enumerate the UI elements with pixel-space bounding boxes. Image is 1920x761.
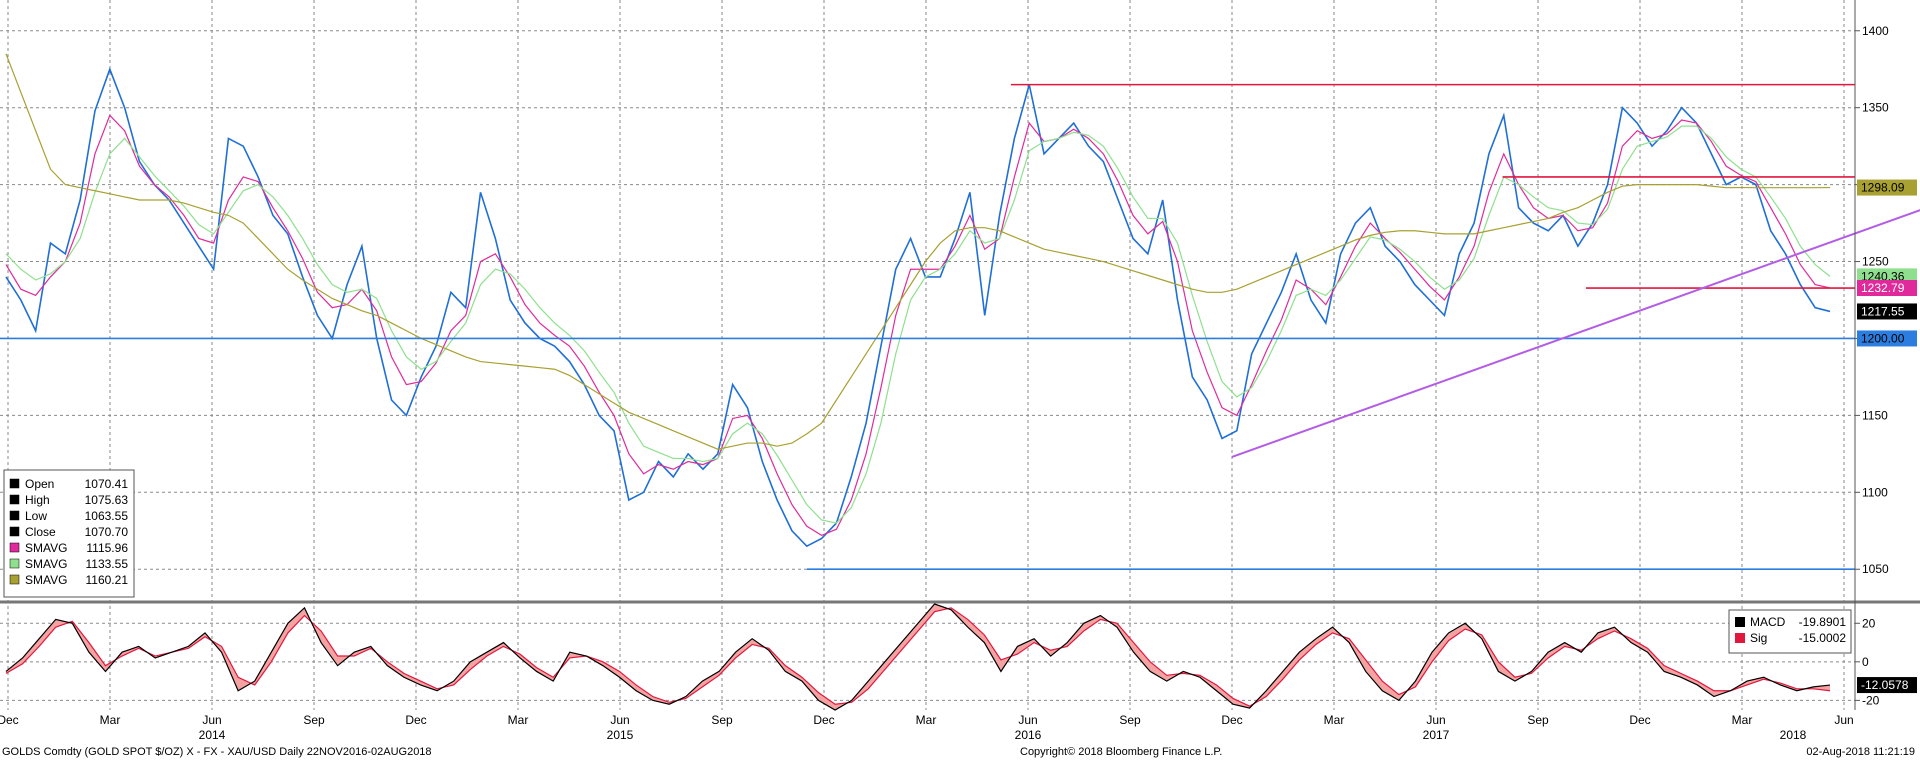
x-month-label: Jun bbox=[610, 713, 629, 727]
y-tick-label: 1400 bbox=[1862, 24, 1889, 38]
x-year-label: 2014 bbox=[199, 728, 226, 742]
x-year-label: 2016 bbox=[1015, 728, 1042, 742]
legend-swatch bbox=[9, 526, 20, 537]
legend-swatch bbox=[9, 494, 20, 505]
x-month-label: Mar bbox=[1732, 713, 1753, 727]
macd-line bbox=[5, 603, 1831, 711]
legend-swatch bbox=[9, 542, 20, 553]
macd-legend-value: -19.8901 bbox=[1799, 615, 1847, 629]
macd-legend-swatch bbox=[1735, 617, 1745, 627]
smavg-line-1 bbox=[5, 114, 1831, 537]
smavg-line-2 bbox=[5, 125, 1831, 524]
y-tick-label: 1050 bbox=[1862, 562, 1889, 576]
legend-value: 1070.70 bbox=[85, 525, 129, 539]
x-month-label: Jun bbox=[202, 713, 221, 727]
legend-items: Open 1070.41 High 1075.63 Low 1063.55 Close 107… bbox=[9, 477, 129, 587]
y-tick-label: 1350 bbox=[1862, 101, 1889, 115]
y-tick-label: 1150 bbox=[1862, 408, 1888, 422]
support-trendline bbox=[1231, 209, 1920, 458]
x-year-label: 2017 bbox=[1423, 728, 1450, 742]
price-tag-label: 1232.79 bbox=[1861, 281, 1905, 295]
macd-histogram-fill bbox=[6, 604, 1830, 710]
price-tag-bg bbox=[1857, 303, 1917, 320]
legend-swatch bbox=[9, 510, 20, 521]
legend-label: Close bbox=[25, 525, 56, 539]
y-tick-label: 1250 bbox=[1862, 255, 1889, 269]
y-tick-label: 1100 bbox=[1862, 485, 1888, 499]
legend-swatch bbox=[9, 558, 20, 569]
main-grid bbox=[0, 0, 1855, 710]
x-month-label: Sep bbox=[711, 713, 733, 727]
price-tag-label: 1217.55 bbox=[1861, 304, 1905, 318]
x-month-label: Jun bbox=[1426, 713, 1445, 727]
x-month-label: Mar bbox=[508, 713, 529, 727]
legend-box bbox=[3, 469, 135, 598]
macd-legend-label: Sig bbox=[1750, 631, 1767, 645]
macd-series: -12.0578 bbox=[5, 603, 1917, 711]
price-tag-bg bbox=[1857, 280, 1917, 297]
macd-legend-items: MACD -19.8901 Sig -15.0002 bbox=[1735, 615, 1846, 645]
x-month-label: Sep bbox=[303, 713, 325, 727]
legend-value: 1075.63 bbox=[85, 493, 129, 507]
legend-value: 1133.55 bbox=[86, 557, 129, 571]
x-month-label: Sep bbox=[1527, 713, 1549, 727]
x-month-label: Jun bbox=[1834, 713, 1853, 727]
macd-price-tag-bg bbox=[1857, 677, 1917, 694]
x-year-label: 2018 bbox=[1780, 728, 1807, 742]
x-month-label: Dec bbox=[0, 713, 19, 727]
macd-legend-box bbox=[1728, 609, 1852, 654]
footer-left: GOLDS Comdty (GOLD SPOT $/OZ) X - FX - X… bbox=[2, 746, 432, 758]
price-tag-label: 1200.00 bbox=[1861, 331, 1905, 345]
x-year-label: 2015 bbox=[607, 728, 634, 742]
legend-value: 1063.55 bbox=[85, 509, 129, 523]
legend-value: 1115.96 bbox=[86, 541, 128, 555]
x-month-label: Jun bbox=[1018, 713, 1037, 727]
macd-legend-swatch bbox=[1735, 633, 1745, 643]
legend-swatch bbox=[9, 574, 20, 585]
legend-macd: MACD -19.8901 Sig -15.0002 bbox=[1728, 609, 1852, 654]
x-month-label: Mar bbox=[1324, 713, 1345, 727]
x-month-label: Dec bbox=[1629, 713, 1650, 727]
footer-right: 02-Aug-2018 11:21:19 bbox=[1806, 746, 1915, 758]
price-series bbox=[5, 53, 1831, 548]
horizontal-levels bbox=[0, 83, 1855, 571]
macd-y-tick-label: 20 bbox=[1862, 616, 1876, 630]
x-month-label: Dec bbox=[813, 713, 834, 727]
price-tag-bg bbox=[1857, 179, 1917, 196]
legend-label: SMAVG bbox=[25, 557, 67, 571]
macd-y-tick-label: -20 bbox=[1862, 693, 1880, 707]
macd-legend-value: -15.0002 bbox=[1799, 631, 1847, 645]
trendline-layer bbox=[1231, 209, 1920, 458]
macd-legend-label: MACD bbox=[1750, 615, 1786, 629]
price-tag-bg bbox=[1857, 330, 1917, 347]
macd-y-tick-label: 0 bbox=[1862, 655, 1869, 669]
macd-price-tag-label: -12.0578 bbox=[1861, 678, 1909, 692]
x-month-label: Dec bbox=[405, 713, 426, 727]
legend-label: Low bbox=[25, 509, 47, 523]
close-price-line bbox=[5, 66, 1831, 548]
legend-value: 1070.41 bbox=[85, 477, 129, 491]
price-tag-label: 1298.09 bbox=[1861, 181, 1905, 195]
legend-label: SMAVG bbox=[25, 573, 67, 587]
footer-center: Copyright© 2018 Bloomberg Finance L.P. bbox=[1020, 746, 1222, 758]
legend-label: SMAVG bbox=[25, 541, 67, 555]
x-axis-labels: Dec Mar Jun Sep Dec Mar Jun Sep Dec Mar Jun Sep Dec M… bbox=[0, 713, 1854, 742]
legend-label: High bbox=[25, 493, 50, 507]
x-month-label: Dec bbox=[1221, 713, 1242, 727]
smavg-line-3 bbox=[5, 53, 1831, 450]
x-month-label: Sep bbox=[1119, 713, 1141, 727]
x-month-label: Mar bbox=[100, 713, 121, 727]
legend-value: 1160.21 bbox=[86, 573, 129, 587]
x-month-label: Mar bbox=[916, 713, 937, 727]
legend-label: Open bbox=[25, 477, 54, 491]
legend-main: Open 1070.41 High 1075.63 Low 1063.55 Close 107… bbox=[3, 469, 135, 598]
legend-swatch bbox=[9, 478, 20, 489]
price-tag-label: 1240.36 bbox=[1861, 269, 1905, 283]
